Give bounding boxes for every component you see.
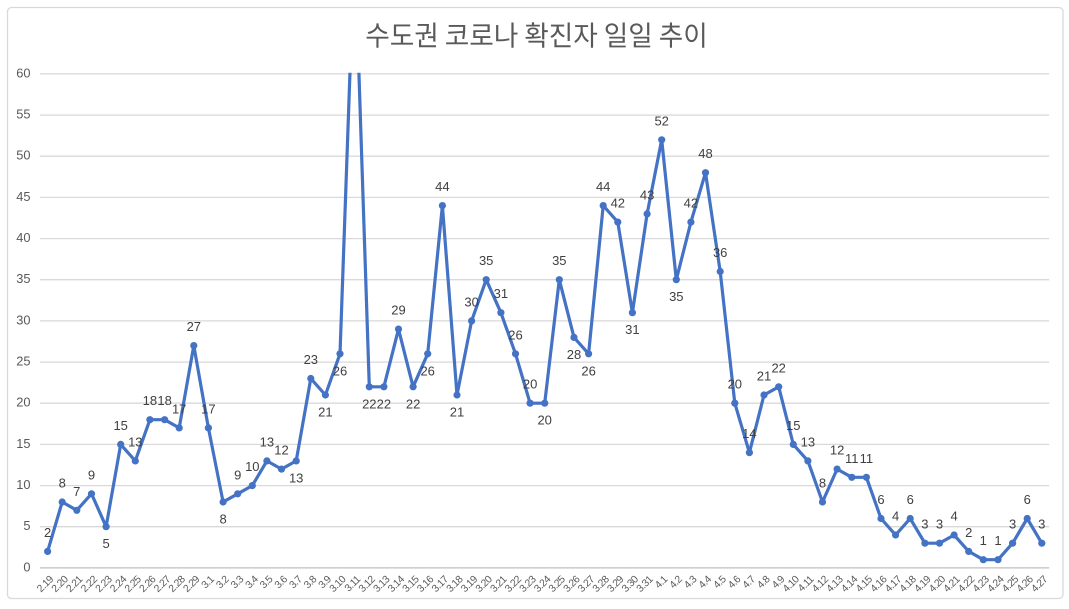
svg-text:27: 27 [187, 319, 201, 334]
svg-text:14: 14 [742, 426, 756, 441]
svg-text:3: 3 [936, 517, 943, 532]
svg-text:21: 21 [450, 405, 464, 420]
svg-text:3: 3 [1009, 517, 1016, 532]
svg-text:2: 2 [965, 525, 972, 540]
svg-text:3: 3 [1038, 517, 1045, 532]
svg-text:11: 11 [845, 451, 859, 466]
svg-text:4: 4 [950, 509, 957, 524]
svg-text:43: 43 [640, 187, 654, 202]
svg-text:35: 35 [479, 253, 493, 268]
svg-text:17: 17 [201, 401, 215, 416]
svg-text:23: 23 [304, 352, 318, 367]
svg-text:12: 12 [274, 443, 288, 458]
svg-text:13: 13 [260, 434, 274, 449]
svg-text:50: 50 [16, 148, 30, 163]
svg-text:26: 26 [420, 363, 434, 378]
svg-text:15: 15 [16, 436, 30, 451]
svg-text:6: 6 [907, 492, 914, 507]
svg-text:36: 36 [713, 245, 727, 260]
svg-text:44: 44 [596, 179, 610, 194]
svg-text:45: 45 [16, 189, 30, 204]
svg-text:26: 26 [508, 327, 522, 342]
svg-text:31: 31 [625, 322, 639, 337]
svg-text:52: 52 [654, 113, 668, 128]
svg-text:20: 20 [16, 395, 30, 410]
svg-text:2: 2 [44, 525, 51, 540]
svg-text:21: 21 [318, 405, 332, 420]
svg-text:5: 5 [23, 518, 30, 533]
svg-text:28: 28 [567, 347, 581, 362]
svg-text:44: 44 [435, 179, 449, 194]
svg-text:35: 35 [16, 271, 30, 286]
svg-text:42: 42 [611, 196, 625, 211]
svg-text:3: 3 [921, 517, 928, 532]
svg-text:4: 4 [892, 509, 899, 524]
svg-text:10: 10 [245, 459, 259, 474]
svg-text:12: 12 [830, 443, 844, 458]
svg-text:15: 15 [113, 418, 127, 433]
svg-text:35: 35 [669, 289, 683, 304]
svg-text:60: 60 [16, 65, 30, 80]
svg-text:6: 6 [1024, 492, 1031, 507]
svg-text:9: 9 [88, 467, 95, 482]
svg-text:8: 8 [219, 512, 226, 527]
svg-text:7: 7 [73, 484, 80, 499]
svg-text:18: 18 [157, 393, 171, 408]
svg-text:42: 42 [684, 196, 698, 211]
svg-text:9: 9 [234, 467, 241, 482]
svg-text:0: 0 [23, 559, 30, 574]
svg-text:30: 30 [464, 294, 478, 309]
svg-text:31: 31 [494, 286, 508, 301]
svg-text:26: 26 [333, 363, 347, 378]
svg-text:25: 25 [16, 354, 30, 369]
svg-text:30: 30 [16, 312, 30, 327]
svg-text:17: 17 [172, 401, 186, 416]
svg-text:13: 13 [801, 434, 815, 449]
svg-text:1: 1 [980, 533, 987, 548]
svg-text:29: 29 [391, 303, 405, 318]
svg-text:22: 22 [377, 396, 391, 411]
svg-text:13: 13 [128, 434, 142, 449]
svg-text:13: 13 [289, 470, 303, 485]
svg-text:20: 20 [537, 413, 551, 428]
svg-text:26: 26 [581, 363, 595, 378]
svg-text:6: 6 [877, 492, 884, 507]
svg-text:22: 22 [771, 360, 785, 375]
svg-text:35: 35 [552, 253, 566, 268]
svg-text:10: 10 [16, 477, 30, 492]
svg-text:22: 22 [406, 396, 420, 411]
svg-text:40: 40 [16, 230, 30, 245]
svg-text:8: 8 [819, 476, 826, 491]
svg-text:22: 22 [362, 396, 376, 411]
svg-text:55: 55 [16, 107, 30, 122]
svg-text:20: 20 [728, 377, 742, 392]
svg-text:18: 18 [143, 393, 157, 408]
svg-text:11: 11 [860, 451, 874, 466]
svg-text:8: 8 [59, 476, 66, 491]
svg-text:15: 15 [786, 418, 800, 433]
svg-text:48: 48 [698, 146, 712, 161]
svg-text:1: 1 [994, 533, 1001, 548]
svg-text:20: 20 [523, 377, 537, 392]
svg-text:5: 5 [102, 536, 109, 551]
svg-text:21: 21 [757, 369, 771, 384]
